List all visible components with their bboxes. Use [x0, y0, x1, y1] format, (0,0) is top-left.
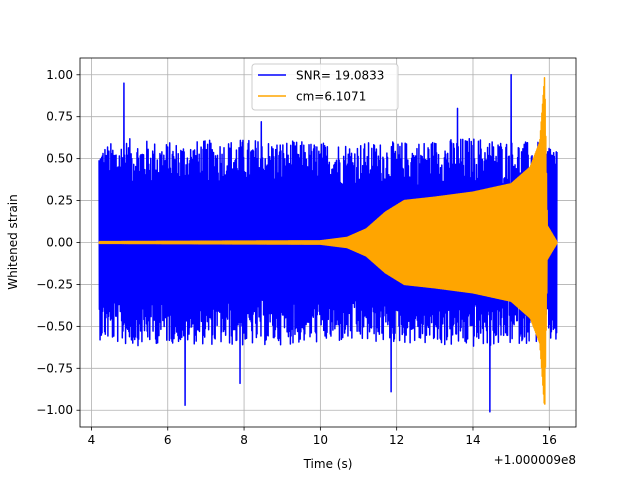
y-tick-label: 0.00: [46, 236, 73, 250]
x-tick-label: 14: [465, 433, 480, 447]
x-tick-label: 16: [542, 433, 557, 447]
axis-ticks: 4 6 8 10 12 14 16 −1.00 −0.75 −0.50 −0.25 0.00 0.25 0…: [36, 68, 557, 447]
legend-label: cm=6.1071: [296, 90, 366, 104]
x-tick-label: 10: [313, 433, 328, 447]
x-tick-label: 4: [88, 433, 96, 447]
legend: SNR= 19.0833 cm=6.1071: [251, 63, 399, 111]
plot-series: [98, 74, 558, 413]
series-line-cm: [98, 76, 558, 405]
x-tick-label: 8: [240, 433, 248, 447]
x-axis-label: Time (s): [303, 457, 353, 471]
y-tick-label: −1.00: [36, 403, 73, 417]
legend-box: [251, 63, 399, 111]
y-axis-label: Whitened strain: [6, 194, 20, 290]
y-tick-label: −0.25: [36, 277, 73, 291]
legend-label: SNR= 19.0833: [296, 69, 384, 83]
y-tick-label: 0.25: [46, 194, 73, 208]
x-axis-offset-label: +1.000009e8: [494, 453, 576, 467]
x-tick-label: 12: [389, 433, 404, 447]
y-tick-label: 0.50: [46, 152, 73, 166]
x-tick-label: 6: [164, 433, 172, 447]
y-tick-label: 0.75: [46, 110, 73, 124]
y-tick-label: −0.75: [36, 361, 73, 375]
y-tick-label: 1.00: [46, 68, 73, 82]
y-tick-label: −0.50: [36, 319, 73, 333]
